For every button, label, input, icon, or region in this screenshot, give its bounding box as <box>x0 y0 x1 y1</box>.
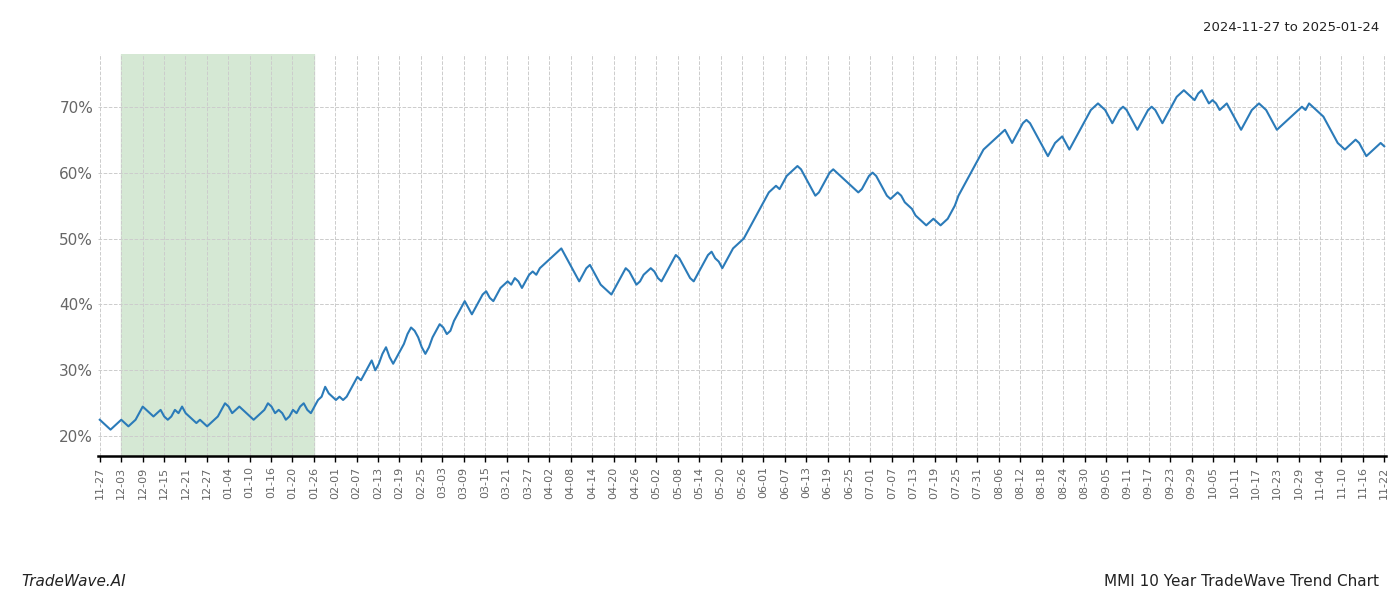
Text: TradeWave.AI: TradeWave.AI <box>21 574 126 589</box>
Text: 2024-11-27 to 2025-01-24: 2024-11-27 to 2025-01-24 <box>1203 21 1379 34</box>
Bar <box>122 54 314 456</box>
Text: MMI 10 Year TradeWave Trend Chart: MMI 10 Year TradeWave Trend Chart <box>1105 574 1379 589</box>
